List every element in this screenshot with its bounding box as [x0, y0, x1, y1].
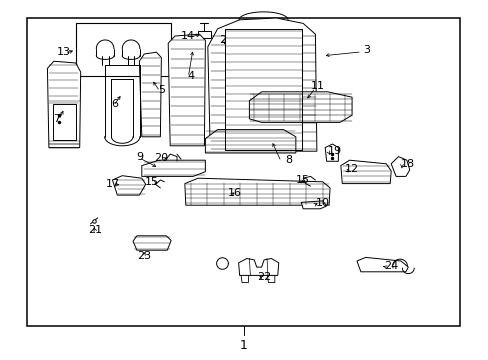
- Polygon shape: [112, 176, 145, 195]
- Text: 3: 3: [363, 45, 369, 55]
- Polygon shape: [340, 160, 390, 184]
- Polygon shape: [168, 34, 205, 146]
- Polygon shape: [249, 92, 351, 122]
- Text: 17: 17: [105, 179, 119, 189]
- Polygon shape: [267, 275, 274, 283]
- Text: 11: 11: [310, 81, 324, 91]
- Text: 2: 2: [219, 35, 225, 45]
- Polygon shape: [205, 130, 295, 153]
- Polygon shape: [184, 178, 329, 205]
- Text: 5: 5: [158, 85, 164, 95]
- Text: 18: 18: [401, 159, 414, 169]
- Text: 14: 14: [181, 31, 195, 41]
- Polygon shape: [133, 236, 171, 250]
- Text: 9: 9: [136, 152, 142, 162]
- Polygon shape: [241, 275, 248, 283]
- Text: 4: 4: [187, 71, 194, 81]
- Text: 12: 12: [345, 164, 358, 174]
- Text: 1: 1: [239, 339, 247, 352]
- Text: 10: 10: [315, 198, 329, 208]
- Polygon shape: [356, 257, 407, 272]
- Polygon shape: [207, 18, 316, 151]
- Text: 19: 19: [327, 146, 341, 156]
- Text: 7: 7: [53, 114, 60, 124]
- Polygon shape: [53, 104, 76, 140]
- Text: 16: 16: [227, 188, 241, 198]
- Text: 21: 21: [88, 225, 102, 235]
- Text: 13: 13: [57, 47, 70, 57]
- Polygon shape: [142, 160, 205, 176]
- Text: 6: 6: [111, 99, 118, 109]
- Polygon shape: [198, 31, 210, 38]
- Text: 8: 8: [285, 155, 291, 165]
- Bar: [27, 18, 459, 326]
- Text: 23: 23: [137, 251, 151, 261]
- Polygon shape: [301, 201, 326, 209]
- Polygon shape: [390, 157, 409, 176]
- Bar: [76, 23, 171, 76]
- Text: 20: 20: [154, 153, 168, 163]
- Text: 24: 24: [383, 261, 398, 271]
- Polygon shape: [325, 144, 338, 161]
- Polygon shape: [139, 52, 161, 137]
- Text: 15: 15: [144, 177, 158, 187]
- Polygon shape: [47, 61, 81, 148]
- Text: 22: 22: [256, 272, 271, 282]
- Polygon shape: [238, 258, 278, 275]
- Text: 15: 15: [296, 175, 309, 185]
